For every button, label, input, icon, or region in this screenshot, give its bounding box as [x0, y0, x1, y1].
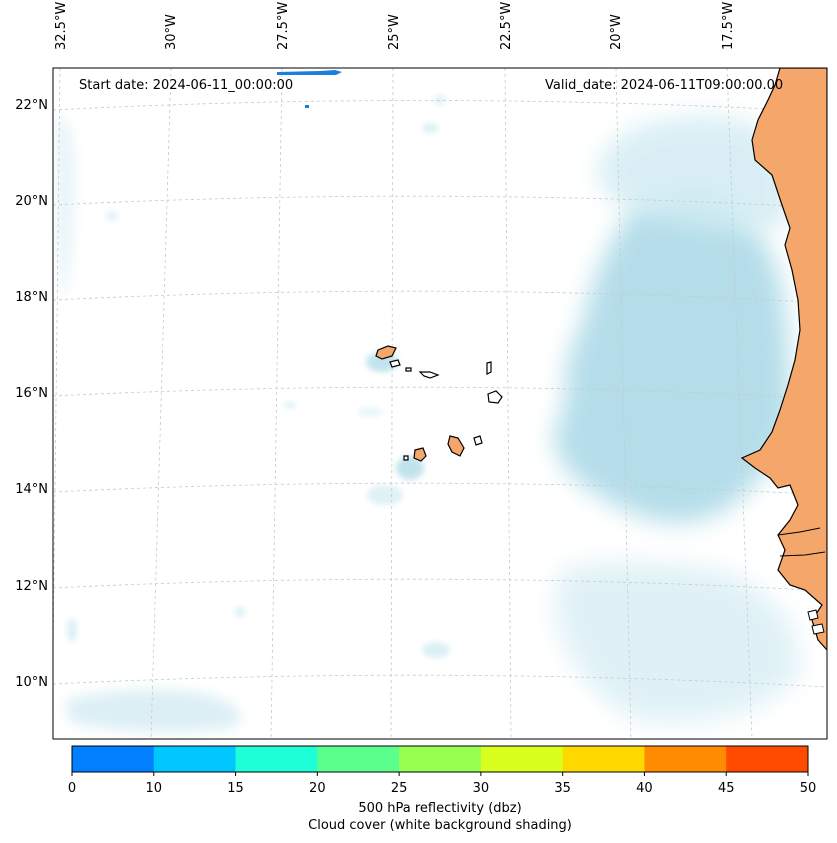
cloud-patch-small-8 [67, 618, 77, 642]
parallel-10n [53, 674, 827, 688]
cloud-band-west [54, 117, 75, 300]
cloud-patch-small-5 [422, 642, 450, 658]
colorbar-swatch [317, 746, 400, 772]
colorbar-tick-label: 30 [472, 781, 490, 796]
lon-label-25w: 25°W [387, 0, 403, 66]
parallel-14n [53, 482, 827, 496]
colorbar-swatch [153, 746, 237, 772]
colorbar-swatch [562, 746, 645, 772]
meridian-17-5w [726, 68, 753, 739]
colorbar-tick-label: 45 [717, 781, 735, 796]
cloud-patch-small-6 [358, 407, 382, 417]
lon-label-text: 22.5°W [499, 1, 514, 50]
cloud-mass-main [554, 190, 790, 523]
lon-label-text: 30°W [164, 14, 179, 50]
island-sao-nicolau [418, 371, 440, 379]
cloud-patch-islands-south [396, 456, 424, 480]
valid-date-label: Valid_date: 2024-06-11T09:00:00.00 [545, 78, 784, 93]
lat-label-14n: 14°N [15, 482, 48, 497]
parallel-20n [53, 195, 827, 209]
meridian-20w [615, 68, 632, 739]
lat-label-12n: 12°N [15, 579, 48, 594]
meridian-27-5w [270, 68, 283, 739]
cloud-patch-small-2 [434, 96, 446, 104]
lon-label-text: 27.5°W [276, 1, 291, 50]
reflectivity-echo-top [277, 70, 342, 75]
colorbar-tick-label: 0 [67, 781, 77, 796]
cape-verde-islands [375, 345, 503, 462]
reflectivity-echo-small [305, 105, 309, 108]
lat-label-22n: 22°N [15, 98, 48, 113]
parallel-12n [53, 578, 827, 592]
map-area [53, 68, 827, 739]
cloud-cover-shading [54, 96, 800, 732]
island-santiago [447, 435, 465, 457]
colorbar-tick-label: 40 [636, 781, 653, 796]
river-casamance [779, 551, 826, 557]
parallel-22n [53, 100, 827, 113]
cloud-patch-trail [367, 485, 403, 505]
island-fogo [413, 447, 427, 462]
island-boa-vista [487, 390, 503, 404]
island-sal [486, 361, 492, 375]
cloud-mass-north [598, 116, 793, 232]
land-african-coast [740, 68, 827, 651]
colorbar-tick-label: 15 [227, 781, 244, 796]
meridian-25w [390, 68, 394, 739]
river-gambia [777, 527, 821, 536]
lon-label-20w: 20°W [609, 0, 625, 66]
cloud-patch-small-7 [284, 402, 296, 408]
lon-label-17-5w: 17.5°W [721, 0, 737, 66]
colorbar-swatch [235, 746, 318, 772]
cloud-patch-small-4 [234, 608, 246, 616]
colorbar-tick-label: 20 [309, 781, 326, 796]
colorbar-swatch [399, 746, 482, 772]
lat-label-18n: 18°N [15, 290, 48, 305]
colorbar-tick-label: 50 [799, 781, 817, 796]
colorbar-label: 500 hPa reflectivity (dbz) [358, 801, 522, 816]
meridian-22-5w [504, 68, 512, 739]
colorbar-swatch [480, 746, 564, 772]
island-santa-luzia [405, 367, 412, 372]
island-brava [403, 455, 409, 461]
lat-label-20n: 20°N [15, 194, 48, 209]
lon-label-30w: 30°W [164, 0, 180, 66]
cloud-patch-small-1 [422, 123, 438, 133]
lon-label-text: 32.5°W [54, 1, 69, 50]
island-santo-antao [375, 345, 397, 360]
lon-label-text: 20°W [609, 14, 624, 50]
lon-label-27-5w: 27.5°W [276, 0, 292, 66]
lat-label-10n: 10°N [15, 675, 48, 690]
lon-label-text: 17.5°W [721, 1, 736, 50]
cloud-patch-small-3 [106, 212, 118, 220]
cloud-band-southwest [65, 689, 241, 732]
start-date-label: Start date: 2024-06-11_00:00:00 [79, 78, 294, 93]
lon-label-32-5w: 32.5°W [54, 0, 70, 66]
lon-label-22-5w: 22.5°W [499, 0, 515, 66]
meridian-30w [150, 68, 172, 739]
colorbar-tick-marks [71, 772, 809, 776]
colorbar-swatch [72, 746, 155, 772]
graticule [53, 68, 827, 739]
bijagos-islands [807, 609, 825, 635]
colorbar-sublabel: Cloud cover (white background shading) [308, 818, 572, 833]
colorbar-tick-label: 25 [390, 781, 408, 796]
colorbar-swatch [644, 746, 727, 772]
island-maio [473, 435, 483, 446]
island-sao-vicente [389, 359, 401, 368]
map-frame [52, 67, 828, 740]
colorbar-tick-label: 10 [145, 781, 163, 796]
parallel-16n [53, 386, 827, 400]
lat-label-16n: 16°N [15, 386, 48, 401]
colorbar [72, 746, 809, 772]
colorbar-swatch [726, 746, 809, 772]
lon-label-text: 25°W [387, 14, 402, 50]
parallel-18n [53, 290, 827, 304]
colorbar-frame [71, 745, 809, 773]
colorbar-tick-label: 35 [554, 781, 571, 796]
